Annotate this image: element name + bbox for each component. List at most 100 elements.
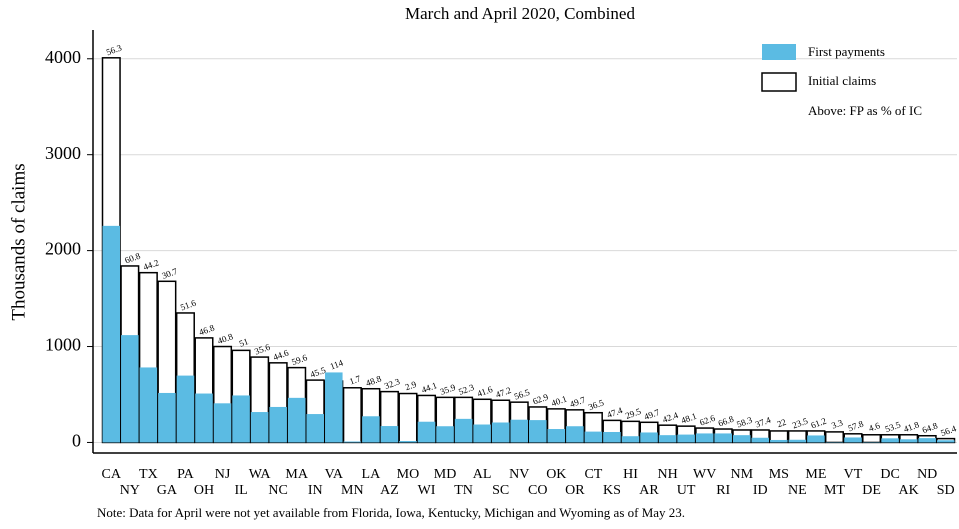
x-tick-label: NH <box>657 467 677 482</box>
bar <box>881 438 899 443</box>
bar <box>232 395 250 443</box>
bar <box>510 419 528 443</box>
bar <box>362 416 380 443</box>
x-tick-label: KS <box>603 483 621 498</box>
x-tick-label: ID <box>753 483 768 498</box>
x-tick-label: UT <box>677 483 696 498</box>
data-label: 3.3 <box>830 417 844 430</box>
x-tick-label: TX <box>139 467 158 482</box>
bar <box>473 424 491 443</box>
x-tick-label: WA <box>249 467 272 482</box>
x-tick-label: NM <box>730 467 753 482</box>
data-label: 114 <box>329 357 345 371</box>
x-tick-label: AL <box>473 467 492 482</box>
y-tick-label: 0 <box>72 431 81 451</box>
bar <box>529 420 547 443</box>
bar <box>342 387 362 444</box>
data-label: 56.4 <box>939 423 958 438</box>
bar <box>824 431 844 444</box>
x-tick-label: MS <box>769 467 789 482</box>
data-label: 4.6 <box>867 420 881 433</box>
data-label: 49.7 <box>568 394 587 409</box>
data-label: 49.7 <box>643 407 662 422</box>
data-label: 44.6 <box>272 347 291 362</box>
data-label: 46.8 <box>198 322 217 337</box>
x-tick-label: AK <box>899 483 919 498</box>
x-tick-label: WI <box>418 483 436 498</box>
x-tick-label: OK <box>546 467 566 482</box>
bar <box>213 403 232 443</box>
x-tick-label: NC <box>268 483 287 498</box>
bar <box>306 414 325 443</box>
data-label: 2.9 <box>404 379 418 392</box>
x-tick-label: PA <box>177 467 195 482</box>
data-label: 47.4 <box>606 405 625 420</box>
bar <box>343 441 362 443</box>
x-tick-label: MN <box>341 483 364 498</box>
data-label: 29.5 <box>624 406 643 421</box>
bar <box>269 406 287 443</box>
x-tick-label: NJ <box>215 467 231 482</box>
bar <box>491 422 510 443</box>
data-label: 52.3 <box>457 382 476 397</box>
data-label: 57.8 <box>847 418 866 433</box>
legend-label: Initial claims <box>808 73 876 88</box>
data-label: 66.8 <box>717 414 736 429</box>
x-tick-label: CT <box>584 467 602 482</box>
data-label: 1.7 <box>348 373 362 386</box>
legend-swatch <box>762 44 796 60</box>
x-tick-label: ND <box>917 467 937 482</box>
bar <box>807 435 825 443</box>
bar <box>287 397 306 443</box>
bar <box>584 431 603 443</box>
data-label: 47.2 <box>494 385 512 400</box>
bar <box>158 392 176 443</box>
data-label: 36.5 <box>587 397 606 412</box>
x-tick-label: NY <box>120 483 140 498</box>
x-tick-label: DC <box>880 467 899 482</box>
bar <box>918 438 936 443</box>
x-tick-label: HI <box>623 467 638 482</box>
bar <box>899 439 918 443</box>
bar <box>176 375 195 443</box>
data-label: 61.2 <box>809 416 827 431</box>
bar <box>714 433 732 443</box>
x-tick-label: AZ <box>380 483 399 498</box>
x-tick-label: DE <box>862 483 881 498</box>
chart-title: March and April 2020, Combined <box>405 4 635 23</box>
data-label: 37.4 <box>754 415 773 430</box>
x-tick-label: GA <box>157 483 178 498</box>
x-tick-label: SD <box>937 483 955 498</box>
bar <box>417 421 436 443</box>
data-label: 35.9 <box>439 382 458 397</box>
bar <box>732 435 751 443</box>
x-tick-label: WV <box>693 467 716 482</box>
data-label: 62.6 <box>698 413 717 428</box>
x-tick-label: IL <box>234 483 247 498</box>
data-label: 40.8 <box>216 331 235 346</box>
x-tick-label: ME <box>805 467 826 482</box>
bar <box>640 432 658 443</box>
y-tick-label: 1000 <box>45 335 81 355</box>
data-label: 53.5 <box>884 419 903 434</box>
legend-label: First payments <box>808 44 885 59</box>
x-tick-label: CO <box>528 483 547 498</box>
data-label: 60.8 <box>123 251 142 266</box>
bar <box>566 426 584 443</box>
data-label: 59.6 <box>290 352 309 367</box>
x-tick-label: NE <box>788 483 807 498</box>
x-tick-label: NV <box>509 467 529 482</box>
bar <box>862 434 882 444</box>
data-label: 64.8 <box>921 420 940 435</box>
data-label: 30.7 <box>160 266 179 281</box>
x-tick-label: IN <box>308 483 323 498</box>
data-label: 48.1 <box>680 411 698 426</box>
bar <box>454 418 473 443</box>
x-tick-label: MO <box>397 467 420 482</box>
x-tick-label: TN <box>454 483 473 498</box>
bar <box>436 426 454 443</box>
y-axis-label: Thousands of claims <box>8 163 29 320</box>
data-label: 51 <box>238 336 250 348</box>
